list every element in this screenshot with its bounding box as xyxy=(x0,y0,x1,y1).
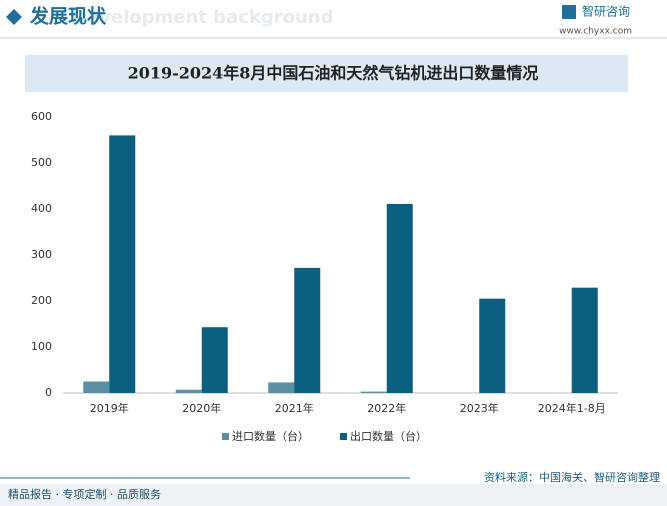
bar xyxy=(386,203,413,393)
brand-logo xyxy=(562,5,576,19)
bar xyxy=(479,298,506,393)
title-bar xyxy=(25,55,628,92)
bar xyxy=(201,327,228,393)
header-watermark: Development background xyxy=(72,7,333,28)
y-tick-label: 0 xyxy=(45,386,52,399)
x-tick-label: 2022年 xyxy=(367,401,406,415)
brand-url: www.chyxx.com xyxy=(559,27,632,37)
bar xyxy=(109,135,136,393)
header-icon xyxy=(6,9,22,25)
x-tick-label: 2019年 xyxy=(90,401,129,415)
y-tick-label: 600 xyxy=(31,110,52,123)
y-tick-label: 500 xyxy=(31,156,52,169)
bar xyxy=(175,389,202,393)
y-tick-label: 200 xyxy=(31,294,52,307)
legend-swatch xyxy=(340,433,347,440)
y-tick-label: 100 xyxy=(31,340,52,353)
legend-label: 出口数量（台） xyxy=(350,429,427,443)
footer: 精品报告 · 专项定制 · 品质服务 xyxy=(8,487,161,501)
bar xyxy=(83,381,110,393)
bar xyxy=(294,267,321,393)
bar xyxy=(268,382,295,393)
brand: 智研咨询 xyxy=(582,4,630,19)
y-tick-label: 300 xyxy=(31,248,52,261)
y-tick-label: 400 xyxy=(31,202,52,215)
x-tick-label: 2020年 xyxy=(182,401,221,415)
x-tick-label: 2023年 xyxy=(460,401,499,415)
legend-label: 进口数量（台） xyxy=(232,429,309,443)
header-title: 发展现状 xyxy=(29,5,107,28)
x-tick-label: 2021年 xyxy=(275,401,314,415)
bar xyxy=(360,391,387,393)
bar xyxy=(571,287,598,393)
legend-swatch xyxy=(222,433,229,440)
footer-bar xyxy=(0,484,667,506)
chart-title: 2019-2024年8月中国石油和天然气钻机进出口数量情况 xyxy=(128,64,539,83)
x-tick-label: 2024年1-8月 xyxy=(538,401,606,415)
source: 资料来源：中国海关、智研咨询整理 xyxy=(484,470,660,484)
